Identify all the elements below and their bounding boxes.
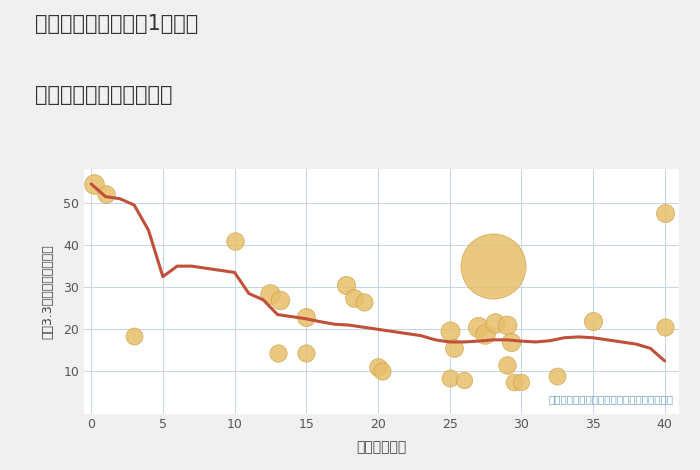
Point — [377, 368, 388, 375]
Point — [473, 323, 484, 331]
Point — [300, 313, 312, 321]
Point — [448, 345, 459, 352]
Point — [444, 374, 455, 382]
X-axis label: 築年数（年）: 築年数（年） — [356, 440, 407, 454]
Point — [129, 332, 140, 339]
Point — [659, 210, 671, 217]
Point — [501, 361, 512, 369]
Point — [480, 330, 491, 337]
Point — [275, 296, 286, 304]
Point — [88, 180, 99, 188]
Point — [501, 321, 512, 329]
Point — [265, 290, 276, 297]
Point — [444, 328, 455, 335]
Point — [358, 298, 369, 306]
Point — [552, 372, 563, 379]
Point — [300, 349, 312, 356]
Point — [587, 317, 598, 325]
Point — [458, 376, 470, 384]
Point — [348, 294, 359, 301]
Point — [229, 237, 240, 244]
Point — [490, 319, 501, 327]
Point — [659, 323, 671, 331]
Y-axis label: 嵪（3.3㎡）単価（万円）: 嵪（3.3㎡）単価（万円） — [42, 244, 55, 339]
Point — [516, 378, 527, 386]
Point — [272, 349, 284, 356]
Point — [487, 262, 498, 270]
Point — [372, 363, 384, 371]
Text: 三重県名張市希央台1番町の: 三重県名張市希央台1番町の — [35, 14, 198, 34]
Point — [505, 338, 517, 346]
Point — [341, 282, 352, 289]
Text: 円の大きさは、取引のあった物件面積を示す: 円の大きさは、取引のあった物件面積を示す — [548, 394, 673, 404]
Point — [508, 378, 519, 386]
Point — [100, 191, 111, 198]
Text: 築年数別中古戸建て価格: 築年数別中古戸建て価格 — [35, 85, 172, 105]
